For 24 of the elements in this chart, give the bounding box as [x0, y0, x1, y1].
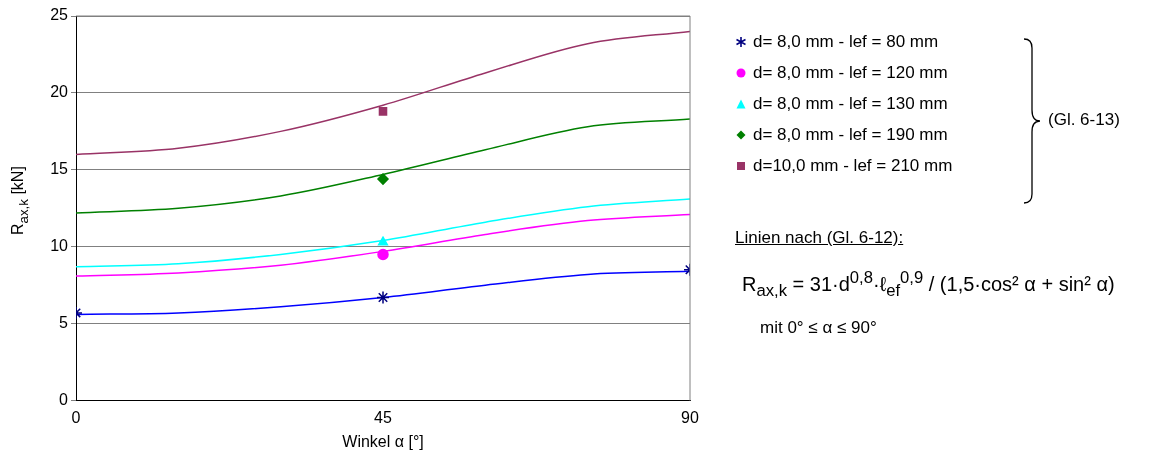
- legend-label: d=10,0 mm - lef = 210 mm: [753, 155, 953, 176]
- legend-label: d= 8,0 mm - lef = 120 mm: [753, 62, 948, 83]
- y-tick-label: 25: [50, 6, 69, 24]
- x-tick-label: 45: [374, 408, 392, 426]
- y-tick-label: 5: [59, 314, 69, 332]
- text: R$_{ax,k}$ = 31·d$^{0,8}$·ℓ$_{ef}$$^{0,9}$ / (1,5·cos² α + sin² α): [742, 268, 1115, 301]
- y-tick-label: 20: [50, 83, 69, 101]
- line-series: [76, 270, 690, 316]
- legend-label: d= 8,0 mm - lef = 130 mm: [753, 93, 948, 114]
- x-tick-label: 0: [71, 408, 81, 426]
- point: [377, 173, 389, 185]
- x-axis-title: Winkel α [°]: [342, 432, 424, 450]
- legend-label: d= 8,0 mm - lef = 80 mm: [753, 31, 939, 52]
- y-tick-label: 0: [59, 391, 69, 409]
- point: [377, 236, 389, 246]
- y-tick-label: 10: [50, 237, 69, 255]
- point: [378, 107, 388, 116]
- y-tick-label: 15: [50, 160, 69, 178]
- point: [377, 248, 389, 261]
- legend-label: d= 8,0 mm - lef = 190 mm: [753, 124, 948, 145]
- text: (Gl. 6-13): [1048, 110, 1120, 130]
- x-tick-label: 90: [681, 408, 699, 426]
- text: mit 0° ≤ α ≤ 90°: [760, 318, 877, 338]
- text: Linien nach (Gl. 6-12):: [735, 228, 904, 248]
